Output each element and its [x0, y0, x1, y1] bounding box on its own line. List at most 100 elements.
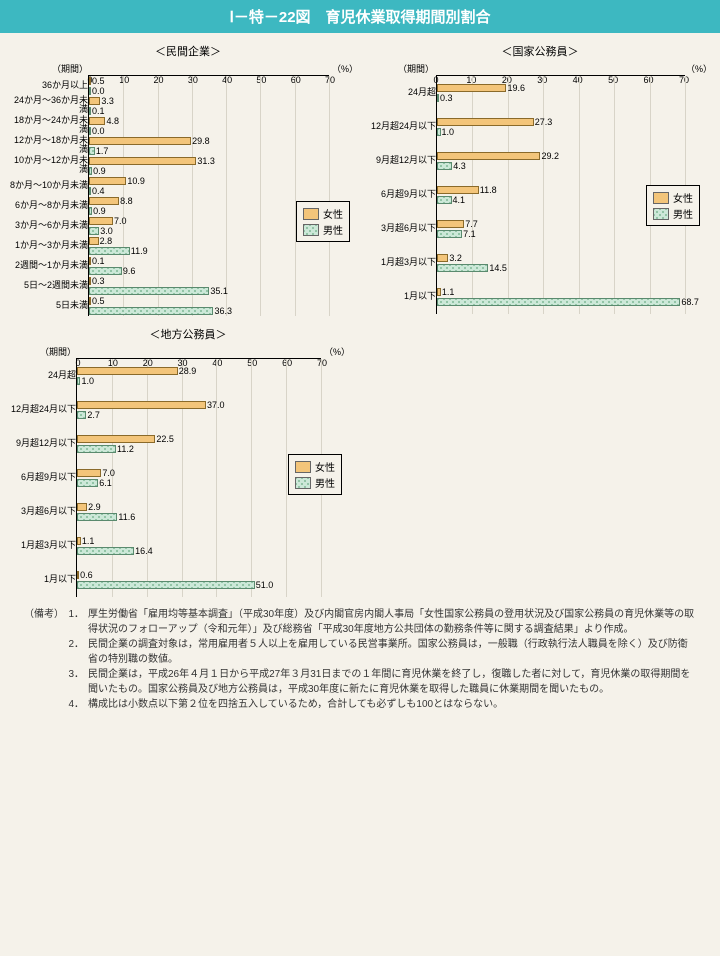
bar-male: 11.2: [77, 445, 116, 453]
bar-value-male: 2.7: [87, 410, 100, 420]
bar-female: 3.2: [437, 254, 448, 262]
bar-male: 0.9: [89, 167, 92, 175]
bar-female: 11.8: [437, 186, 479, 194]
bar-value-male: 0.0: [92, 126, 105, 136]
bar-row: 0.3 35.1: [89, 276, 329, 296]
bar-value-female: 0.1: [92, 256, 105, 266]
legend-local: 女性 男性: [288, 454, 342, 495]
chart-local: ＜地方公務員＞ （期間） 010203040506070 （%） 24月超12月…: [8, 324, 368, 597]
chart-title-local: ＜地方公務員＞: [8, 326, 368, 342]
bar-female: 7.0: [77, 469, 101, 477]
bar-row: 28.91.0: [77, 359, 321, 393]
page-title: Ⅰ－特－22図 育児休業取得期間別割合: [0, 0, 720, 33]
note-number: 4．: [66, 697, 88, 712]
bar-value-female: 8.8: [120, 196, 133, 206]
note-row: 3．民間企業は，平成26年４月１日から平成27年３月31日までの１年間に育児休業…: [24, 667, 696, 697]
bar-female: 29.8: [89, 137, 191, 145]
bar-male: 0.9: [89, 207, 92, 215]
bar-male: 3.0: [89, 227, 99, 235]
bar-male: 35.1: [89, 287, 209, 295]
bar-male: 0.4: [89, 187, 91, 195]
bar-male: 7.1: [437, 230, 462, 238]
bar-value-female: 0.3: [92, 276, 105, 286]
bar-value-female: 27.3: [535, 117, 553, 127]
bar-value-male: 6.1: [99, 478, 112, 488]
legend-label-female: 女性: [673, 190, 693, 205]
bar-value-male: 3.0: [100, 226, 113, 236]
category-label: 5日～2週間未満: [8, 275, 91, 295]
bar-row: 31.30.9: [89, 156, 329, 176]
bar-value-male: 11.6: [118, 512, 135, 522]
bar-value-female: 1.1: [442, 287, 455, 297]
legend-label-male: 男性: [323, 222, 343, 237]
note-head: [24, 697, 66, 712]
bar-value-female: 29.2: [541, 151, 559, 161]
bar-row: 8.8 0.9: [89, 196, 329, 216]
bar-value-male: 51.0: [256, 580, 274, 590]
bar-female: 22.5: [77, 435, 155, 443]
bar-value-male: 7.1: [463, 229, 476, 239]
bar-row: 1.116.4: [77, 529, 321, 563]
category-label: 9月超12月以下: [368, 143, 439, 177]
bar-value-male: 36.3: [214, 306, 232, 316]
bar-female: 10.9: [89, 177, 126, 185]
bar-row: 0.50.0: [89, 76, 329, 96]
category-label: 10か月～12か月未満: [8, 155, 91, 175]
bar-value-male: 0.0: [92, 86, 105, 96]
notes: （備考）1．厚生労働省「雇用均等基本調査」（平成30年度）及び内閣官房内閣人事局…: [0, 601, 720, 728]
bar-female: 19.6: [437, 84, 506, 92]
bar-value-female: 37.0: [207, 400, 225, 410]
bar-value-female: 22.5: [156, 434, 174, 444]
bar-value-female: 28.9: [179, 366, 197, 376]
bar-value-male: 68.7: [681, 297, 699, 307]
bar-row: 0.1 9.6: [89, 256, 329, 276]
bar-value-male: 14.5: [489, 263, 507, 273]
bar-female: 37.0: [77, 401, 206, 409]
bar-row: 3.30.1: [89, 96, 329, 116]
bar-value-female: 0.5: [92, 296, 105, 306]
category-label: 12か月～18か月未満: [8, 135, 91, 155]
bar-female: 27.3: [437, 118, 534, 126]
note-text: 民間企業は，平成26年４月１日から平成27年３月31日までの１年間に育児休業を終…: [88, 667, 696, 697]
note-number: 2．: [66, 637, 88, 667]
bar-value-female: 2.9: [88, 502, 101, 512]
bar-value-female: 29.8: [192, 136, 210, 146]
axis-label: （期間）: [368, 62, 436, 75]
bar-female: 7.7: [437, 220, 464, 228]
legend-swatch-male: [303, 224, 319, 236]
bar-female: 1.1: [437, 288, 441, 296]
bar-value-male: 0.9: [93, 166, 106, 176]
bar-female: 0.5: [89, 77, 91, 85]
category-label: 2週間～1か月未満: [8, 255, 91, 275]
legend-private: 女性 男性: [296, 201, 350, 242]
bar-value-female: 2.8: [100, 236, 113, 246]
bar-value-male: 1.0: [81, 376, 94, 386]
legend-label-male: 男性: [673, 206, 693, 221]
bar-row: 10.9 0.4: [89, 176, 329, 196]
bar-female: 28.9: [77, 367, 178, 375]
bar-row: 0.5 36.3: [89, 296, 329, 316]
bar-value-male: 4.3: [453, 161, 466, 171]
bar-value-male: 0.3: [440, 93, 453, 103]
category-label: 1月以下: [8, 562, 79, 596]
bar-female: 8.8: [89, 197, 119, 205]
category-label: 24か月～36か月未満: [8, 95, 91, 115]
category-label: 3月超6月以下: [8, 494, 79, 528]
category-label: 12月超24月以下: [368, 109, 439, 143]
bar-value-male: 9.6: [123, 266, 136, 276]
bar-female: 0.3: [89, 277, 91, 285]
axis-unit: （%）: [324, 345, 350, 358]
bar-row: 2.811.9: [89, 236, 329, 256]
chart-title-private: ＜民間企業＞: [8, 43, 368, 59]
note-row: 2．民間企業の調査対象は，常用雇用者５人以上を雇用している民営事業所。国家公務員…: [24, 637, 696, 667]
category-label: 6月超9月以下: [368, 177, 439, 211]
bar-male: 4.1: [437, 196, 452, 204]
bar-value-male: 0.4: [92, 186, 105, 196]
chart-national: ＜国家公務員＞ （期間） 010203040506070 （%） 24月超12月…: [368, 41, 712, 316]
bar-female: 7.0: [89, 217, 113, 225]
legend-swatch-female: [303, 208, 319, 220]
note-number: 3．: [66, 667, 88, 697]
bar-male: 1.0: [437, 128, 441, 136]
bar-row: 37.02.7: [77, 393, 321, 427]
bar-value-female: 19.6: [507, 83, 525, 93]
